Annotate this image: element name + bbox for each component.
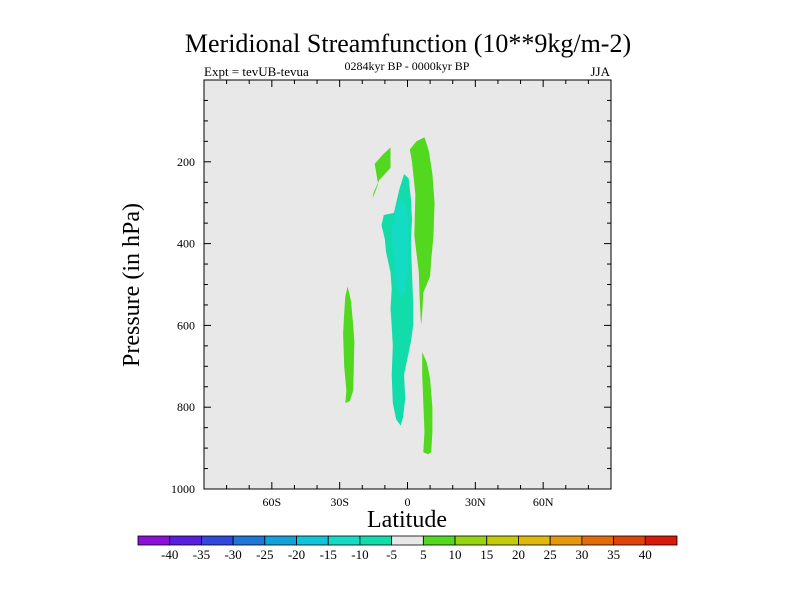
colorbar-label: 5 [420, 547, 427, 562]
season-label: JJA [590, 64, 610, 79]
y-axis-label: Pressure (in hPa) [119, 203, 145, 367]
x-axis-label: Latitude [367, 507, 447, 533]
y-tick-label: 1000 [171, 482, 195, 496]
contour-region-positive-2 [343, 286, 355, 404]
contour-region-negative-5 [391, 198, 409, 297]
x-tick-label: 0 [405, 495, 411, 509]
colorbar-label: -15 [320, 547, 337, 562]
colorbar-label: -25 [256, 547, 273, 562]
colorbar-label: 20 [512, 547, 525, 562]
colorbar-label: 15 [480, 547, 493, 562]
colorbar-swatch [644, 535, 678, 546]
colorbar-swatch [391, 535, 424, 546]
colorbar-label: -10 [351, 547, 368, 562]
contour-region-positive-3 [422, 352, 433, 455]
colorbar-label: -30 [224, 547, 241, 562]
y-tick-label: 400 [177, 237, 195, 251]
colorbar-swatch [137, 535, 171, 546]
x-tick-label: 60S [262, 495, 281, 509]
colorbar-swatch [486, 535, 519, 546]
experiment-label: Expt = tevUB-tevua [204, 64, 309, 79]
colorbar-label: -40 [161, 547, 178, 562]
colorbar-swatch [422, 535, 456, 546]
x-tick-label: 60N [533, 495, 554, 509]
colorbar-swatch [613, 535, 646, 546]
y-tick-label: 800 [177, 400, 195, 414]
colorbar-swatch [581, 535, 614, 546]
colorbar-label: -5 [386, 547, 397, 562]
y-tick-label: 200 [177, 155, 195, 169]
colorbar-swatch [454, 535, 488, 546]
colorbar-label: -20 [288, 547, 305, 562]
colorbar-swatch [549, 535, 583, 546]
colorbar-label: -35 [193, 547, 210, 562]
colorbar-label: 10 [449, 547, 462, 562]
colorbar-label: 40 [639, 547, 652, 562]
y-axis: 200 400 600 800 1000 [171, 99, 611, 496]
time-range-label: 0284kyr BP - 0000kyr BP [345, 59, 470, 73]
colorbar-swatch [232, 535, 266, 546]
colorbar-swatch [169, 535, 202, 546]
contour-regions [343, 137, 435, 455]
y-tick-label: 600 [177, 318, 195, 332]
colorbar-label: 30 [575, 547, 588, 562]
colorbar-label: 35 [607, 547, 620, 562]
contour-region-positive-0 [372, 147, 391, 199]
colorbar-swatch [201, 535, 234, 546]
colorbar-swatch [264, 535, 297, 546]
x-axis: 60S 30S 0 30N 60N [203, 80, 612, 509]
colorbar-swatch [327, 535, 361, 546]
chart-title: Meridional Streamfunction (10**9kg/m-2) [185, 29, 631, 58]
colorbar-swatch [359, 535, 393, 546]
contour-region-positive-1 [409, 137, 435, 326]
colorbar-swatch [518, 535, 551, 546]
colorbar-label: 25 [544, 547, 557, 562]
colorbar-swatch [296, 535, 329, 546]
colorbar: -40 -35 -30 -25 -20 -15 -10 -5 5 10 15 20 25 30 35 40 [137, 535, 678, 562]
x-tick-label: 30N [465, 495, 486, 509]
x-tick-label: 30S [330, 495, 349, 509]
